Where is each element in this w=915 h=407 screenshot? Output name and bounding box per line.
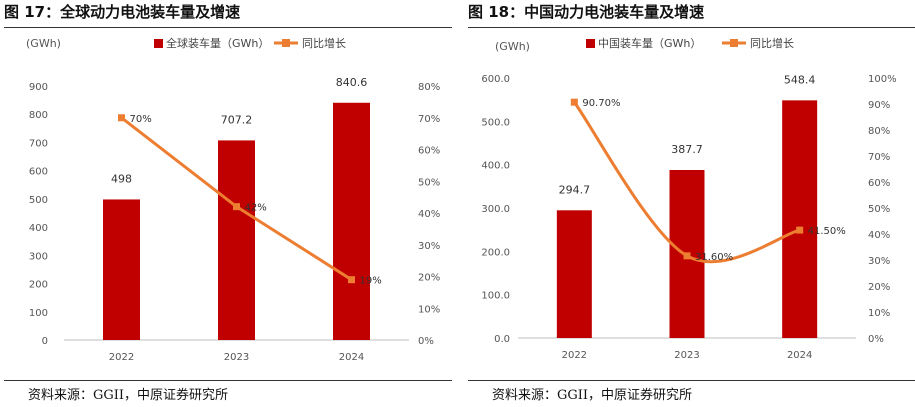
legend-line-label: 同比增长 xyxy=(750,36,794,50)
y-left-tick-label: 300 xyxy=(29,251,48,262)
unit-label: (GWh) xyxy=(495,40,530,53)
y-left-tick-label: 600.0 xyxy=(481,74,510,85)
bar xyxy=(782,100,818,338)
y-right-tick-label: 30% xyxy=(868,256,890,267)
legend-bar-swatch xyxy=(154,39,163,48)
chart-china-battery: (GWh) 中国装车量（GWh） 同比增长 0.0 100.0 200.0 300.0 400… xyxy=(481,36,897,361)
y-left-tick-label: 600 xyxy=(29,167,48,178)
chart-title: 中国动力电池装车量及增速 xyxy=(524,3,705,21)
figure-title: 图 18：中国动力电池装车量及增速 xyxy=(468,0,704,24)
y-right-tick-label: 50% xyxy=(418,177,440,188)
unit-label: (GWh) xyxy=(26,37,61,50)
x-tick-label: 2024 xyxy=(339,352,364,363)
legend-bar-swatch xyxy=(586,39,595,48)
y-left-tick-label: 800 xyxy=(29,110,48,121)
y-left-tick-label: 500 xyxy=(29,195,48,206)
y-right-tick-label: 0% xyxy=(418,336,434,347)
y-right-tick-label: 50% xyxy=(868,204,890,215)
growth-value-label: 90.70% xyxy=(582,98,620,109)
figure-label: 图 18： xyxy=(468,3,525,21)
y-right-tick-label: 60% xyxy=(868,178,890,189)
growth-point xyxy=(233,203,240,211)
growth-point xyxy=(118,114,125,122)
bar xyxy=(333,102,370,340)
y-left-tick-label: 200.0 xyxy=(481,247,510,258)
y-left-tick-label: 400.0 xyxy=(481,161,510,172)
legend-line-marker xyxy=(282,39,290,47)
y-left-tick-label: 100.0 xyxy=(481,291,510,302)
y-right-tick-label: 80% xyxy=(418,82,440,93)
y-right-tick-label: 20% xyxy=(418,273,440,284)
bar xyxy=(556,210,592,338)
y-left-tick-label: 700 xyxy=(29,138,48,149)
figure-title: 图 17：全球动力电池装车量及增速 xyxy=(4,0,240,24)
source-note: 资料来源：GGII，中原证券研究所 xyxy=(492,388,693,403)
legend-line-label: 同比增长 xyxy=(302,36,346,50)
y-right-tick-label: 100% xyxy=(868,74,897,85)
y-right-tick-label: 70% xyxy=(418,114,440,125)
bar-value-label: 498 xyxy=(111,172,132,185)
growth-value-label: 41.50% xyxy=(808,226,846,237)
y-right-tick-label: 20% xyxy=(868,282,890,293)
bar-value-label: 294.7 xyxy=(559,183,591,196)
bottom-rule xyxy=(468,380,915,381)
growth-point xyxy=(683,252,691,260)
x-tick-label: 2022 xyxy=(562,350,587,361)
bar xyxy=(218,140,255,340)
x-tick-label: 2024 xyxy=(787,350,812,361)
chart-global-battery: (GWh) 全球装车量（GWh） 同比增长 0 100 200 300 400 500 600 70… xyxy=(26,36,440,363)
legend-bar-label: 全球装车量（GWh） xyxy=(166,36,269,50)
y-left-tick-label: 900 xyxy=(29,82,48,93)
x-tick-label: 2023 xyxy=(224,352,249,363)
y-left-tick-label: 500.0 xyxy=(481,117,510,128)
figure-label: 图 17： xyxy=(4,3,61,21)
y-right-tick-label: 10% xyxy=(418,304,440,315)
y-right-tick-label: 90% xyxy=(868,100,890,111)
growth-point xyxy=(348,276,355,284)
growth-value-label: 42% xyxy=(245,203,267,214)
y-left-tick-label: 0 xyxy=(42,336,48,347)
legend-line-marker xyxy=(730,39,738,47)
bar-value-label: 548.4 xyxy=(784,73,816,86)
growth-value-label: 19% xyxy=(360,276,382,287)
legend-bar-label: 中国装车量（GWh） xyxy=(598,36,701,50)
y-left-tick-label: 0.0 xyxy=(494,334,510,345)
growth-value-label: 31.60% xyxy=(695,252,733,263)
figure-17-panel: 图 17：全球动力电池装车量及增速 (GWh) 全球装车量（GWh） 同比增长 0 10… xyxy=(4,0,452,407)
bar xyxy=(103,199,140,340)
source-note: 资料来源：GGII，中原证券研究所 xyxy=(28,388,229,403)
y-right-tick-label: 30% xyxy=(418,241,440,252)
top-rule xyxy=(4,27,452,28)
bottom-rule xyxy=(4,380,452,381)
top-rule xyxy=(468,27,915,28)
bar-value-label: 840.6 xyxy=(336,76,368,89)
y-right-tick-label: 40% xyxy=(418,209,440,220)
y-right-tick-label: 0% xyxy=(868,334,884,345)
y-left-tick-label: 300.0 xyxy=(481,204,510,215)
x-tick-label: 2023 xyxy=(674,350,699,361)
y-right-tick-label: 10% xyxy=(868,308,890,319)
growth-point xyxy=(796,226,804,234)
figure-18-panel: 图 18：中国动力电池装车量及增速 (GWh) 中国装车量（GWh） 同比增长 0.0… xyxy=(468,0,915,407)
bar-value-label: 387.7 xyxy=(671,143,703,156)
y-right-tick-label: 40% xyxy=(868,230,890,241)
y-right-tick-label: 80% xyxy=(868,126,890,137)
growth-value-label: 70% xyxy=(130,114,152,125)
y-right-tick-label: 70% xyxy=(868,152,890,163)
y-left-tick-label: 400 xyxy=(29,223,48,234)
y-left-tick-label: 100 xyxy=(29,308,48,319)
y-right-tick-label: 60% xyxy=(418,146,440,157)
growth-point xyxy=(570,98,578,106)
x-tick-label: 2022 xyxy=(109,352,134,363)
chart-title: 全球动力电池装车量及增速 xyxy=(60,3,241,21)
y-left-tick-label: 200 xyxy=(29,280,48,291)
bar-value-label: 707.2 xyxy=(221,113,253,126)
